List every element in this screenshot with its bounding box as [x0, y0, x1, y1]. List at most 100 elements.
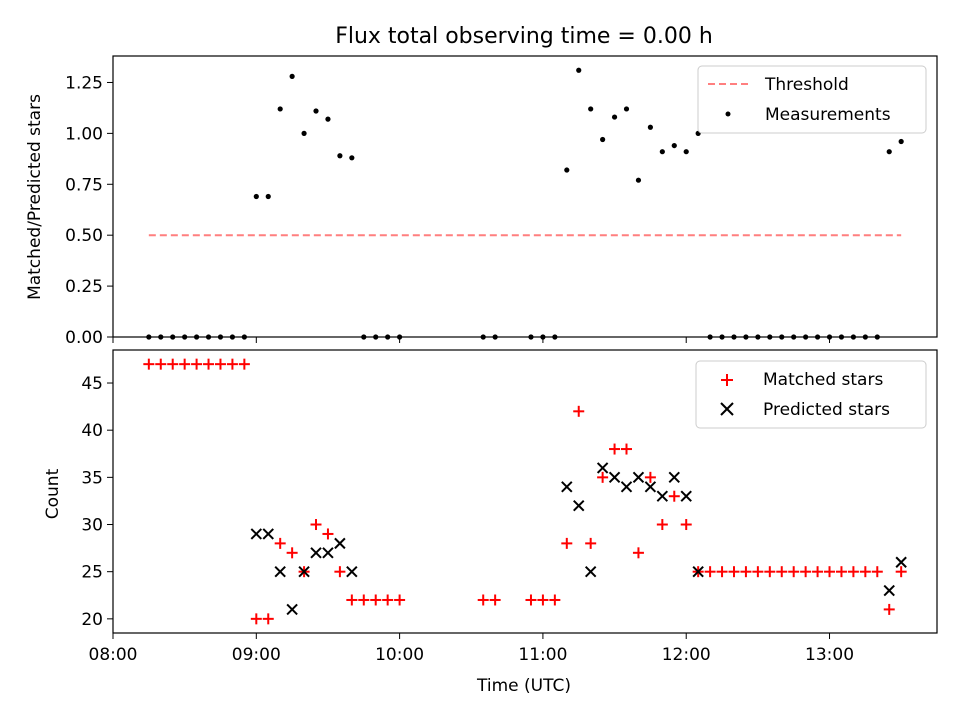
- matched-star-point: [716, 566, 728, 578]
- measurement-point: [528, 334, 534, 340]
- x-axis-label: Time (UTC): [476, 676, 571, 696]
- matched-star-point: [728, 566, 740, 578]
- measurement-point: [755, 334, 761, 340]
- measurement-point: [277, 106, 283, 112]
- matched-star-point: [632, 547, 644, 559]
- matched-star-point: [621, 443, 633, 455]
- predicted-star-point: [895, 556, 907, 568]
- measurement-point: [229, 334, 236, 340]
- matched-star-point: [859, 566, 871, 578]
- predicted-star-stroke: [656, 490, 669, 502]
- matched-star-point: [644, 471, 656, 483]
- measurement-point: [397, 334, 403, 340]
- measurement-point: [707, 334, 713, 340]
- matched-star-point: [214, 358, 226, 370]
- measurement-point: [611, 114, 618, 120]
- matched-star-point: [656, 519, 668, 531]
- measurement-point: [253, 193, 259, 200]
- matched-star-point: [871, 566, 883, 578]
- matched-star-point: [752, 566, 764, 578]
- legend-measurements-label: Measurements: [765, 105, 891, 125]
- legend-predicted-label: Predicted stars: [763, 400, 890, 420]
- predicted-star-point: [346, 565, 358, 578]
- measurement-point: [492, 334, 498, 340]
- measurement-point: [588, 106, 594, 112]
- bottom-panel: 20 25 30 35 40 45 08:00 09:00 10:00 11:00 12:00 13:…: [81, 349, 938, 665]
- top-y-tick-label: 0.75: [65, 175, 103, 195]
- matched-star-point: [609, 443, 621, 455]
- top-y-tick-label: 0.25: [65, 277, 103, 297]
- predicted-star-stroke: [310, 547, 322, 559]
- top-y-axis-label: Matched/Predicted stars: [25, 94, 45, 300]
- measurement-point: [146, 334, 152, 340]
- predicted-star-stroke: [250, 528, 263, 540]
- measurement-point: [337, 153, 343, 159]
- measurement-point: [623, 106, 630, 112]
- predicted-star-stroke: [262, 528, 274, 540]
- measurement-point: [862, 334, 868, 340]
- measurement-point: [373, 334, 379, 340]
- predicted-star-stroke: [895, 556, 907, 568]
- matched-star-point: [883, 603, 895, 615]
- matched-star-point: [764, 566, 776, 578]
- matched-star-point: [370, 594, 382, 606]
- measurement-point: [779, 334, 785, 340]
- matched-star-point: [525, 594, 537, 606]
- measurement-point: [289, 73, 295, 79]
- measurement-point: [564, 167, 570, 173]
- predicted-star-stroke: [608, 471, 621, 484]
- measurement-point: [265, 193, 271, 200]
- measurement-point: [850, 334, 857, 340]
- predicted-star-point: [322, 547, 334, 559]
- predicted-star-stroke: [883, 584, 895, 597]
- predicted-star-point: [286, 603, 298, 616]
- matched-star-point: [155, 358, 167, 370]
- matched-star-point: [203, 358, 215, 370]
- matched-star-point: [740, 566, 752, 578]
- measurement-point: [325, 116, 331, 122]
- predicted-star-stroke: [298, 565, 310, 578]
- measurement-point: [600, 136, 606, 143]
- bottom-y-tick-label: 30: [81, 516, 103, 536]
- legend-threshold-label: Threshold: [764, 75, 849, 95]
- predicted-star-point: [584, 565, 597, 578]
- x-tick-label: 10:00: [375, 645, 424, 665]
- top-panel: 0.00 0.25 0.50 0.75 1.00 1.25: [65, 55, 938, 348]
- predicted-star-point: [262, 528, 274, 540]
- chart-title: Flux total observing time = 0.00 h: [335, 24, 713, 49]
- top-y-tick-label: 0.50: [65, 226, 103, 246]
- predicted-star-point: [573, 499, 585, 512]
- measurement-point: [659, 149, 665, 155]
- predicted-star-stroke: [596, 462, 609, 474]
- matched-star-point: [358, 594, 370, 606]
- top-legend: Threshold Measurements: [697, 65, 927, 134]
- bottom-y-tick-label: 45: [81, 374, 103, 394]
- matched-star-point: [573, 405, 585, 417]
- measurement-point: [301, 130, 307, 136]
- predicted-star-point: [692, 565, 704, 578]
- measurement-point: [743, 334, 749, 340]
- measurement-point: [791, 334, 797, 340]
- measurement-point: [158, 334, 164, 340]
- measurement-point: [313, 108, 319, 114]
- measurement-point: [731, 334, 737, 340]
- predicted-star-stroke: [274, 565, 286, 578]
- predicted-star-point: [310, 547, 322, 559]
- measurement-point: [552, 334, 558, 340]
- predicted-star-stroke: [632, 471, 645, 484]
- x-tick-label: 09:00: [232, 645, 281, 665]
- bottom-y-axis-label: Count: [43, 468, 63, 519]
- bottom-y-tick-label: 40: [81, 421, 103, 441]
- top-y-tick-label: 1.25: [65, 73, 103, 93]
- predicted-star-point: [274, 565, 286, 578]
- predicted-star-stroke: [286, 603, 298, 616]
- measurement-point: [719, 334, 725, 340]
- measurement-point: [193, 334, 200, 340]
- predicted-star-stroke: [644, 481, 657, 493]
- top-y-tick-label: 1.00: [65, 124, 103, 144]
- bottom-legend-box: [695, 360, 927, 429]
- legend-matched-swatch: [721, 374, 733, 386]
- legend-measurements-swatch: [725, 111, 731, 117]
- x-tick-label: 08:00: [89, 645, 138, 665]
- bottom-y-tick-label: 25: [81, 563, 103, 583]
